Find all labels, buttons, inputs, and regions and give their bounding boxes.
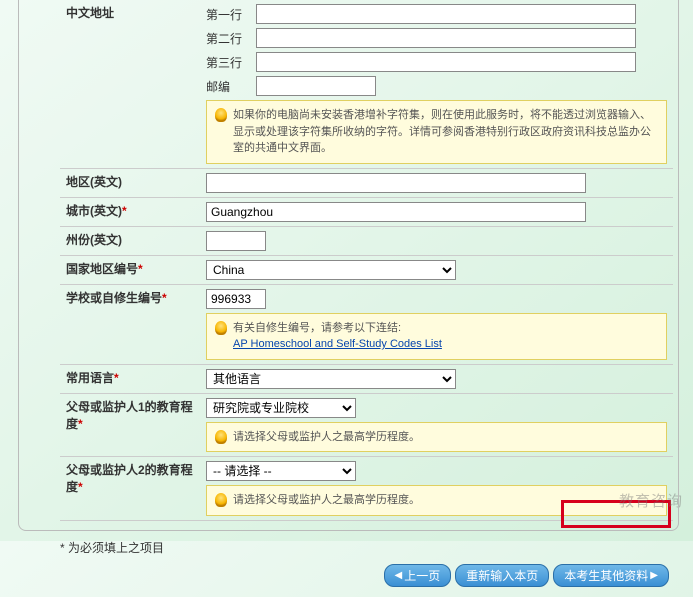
footer-note: * 为必须填上之项目	[0, 521, 693, 564]
sublabel-line1: 第一行	[206, 6, 256, 23]
lightbulb-icon	[215, 321, 227, 335]
notice-school-text: 有关自修生编号，请参考以下连结:	[233, 322, 401, 334]
input-cn-addr-line3[interactable]	[256, 52, 636, 72]
select-country[interactable]: China	[206, 260, 456, 280]
label-cn-addr: 中文地址	[60, 0, 200, 168]
prev-button[interactable]: ◀上一页	[384, 564, 452, 587]
notice-charset: 如果你的电脑尚未安装香港增补字符集，则在使用此服务时，将不能透过浏览器输入、显示…	[206, 100, 667, 164]
next-button[interactable]: 本考生其他资料▶	[553, 564, 669, 587]
select-lang[interactable]: 其他语言	[206, 369, 456, 389]
label-edu2: 父母或监护人2的教育程度*	[60, 457, 200, 520]
sublabel-line2: 第二行	[206, 30, 256, 47]
notice-edu1-text: 请选择父母或监护人之最高学历程度。	[233, 429, 420, 446]
notice-charset-text: 如果你的电脑尚未安装香港增补字符集，则在使用此服务时，将不能透过浏览器输入、显示…	[233, 107, 658, 157]
lightbulb-icon	[215, 493, 227, 507]
input-school[interactable]	[206, 289, 266, 309]
label-edu1: 父母或监护人1的教育程度*	[60, 394, 200, 457]
notice-edu2-text: 请选择父母或监护人之最高学历程度。	[233, 492, 420, 509]
watermark: 教育咨询	[619, 490, 683, 511]
notice-edu1: 请选择父母或监护人之最高学历程度。	[206, 422, 667, 453]
reset-button[interactable]: 重新输入本页	[455, 564, 549, 587]
select-edu2[interactable]: -- 请选择 --	[206, 461, 356, 481]
input-postal[interactable]	[256, 76, 376, 96]
input-city-en[interactable]	[206, 202, 586, 222]
sublabel-line3: 第三行	[206, 54, 256, 71]
input-cn-addr-line2[interactable]	[256, 28, 636, 48]
input-region-en[interactable]	[206, 173, 586, 193]
label-region-en: 地区(英文)	[60, 169, 200, 197]
sublabel-postal: 邮编	[206, 78, 256, 95]
link-ap-codes[interactable]: AP Homeschool and Self-Study Codes List	[233, 338, 442, 350]
input-cn-addr-line1[interactable]	[256, 4, 636, 24]
input-state-en[interactable]	[206, 231, 266, 251]
label-school: 学校或自修生编号*	[60, 285, 200, 364]
lightbulb-icon	[215, 430, 227, 444]
label-state-en: 州份(英文)	[60, 227, 200, 255]
label-lang: 常用语言*	[60, 365, 200, 393]
select-edu1[interactable]: 研究院或专业院校	[206, 398, 356, 418]
notice-edu2: 请选择父母或监护人之最高学历程度。	[206, 485, 667, 516]
label-country: 国家地区编号*	[60, 256, 200, 284]
notice-school: 有关自修生编号，请参考以下连结: AP Homeschool and Self-…	[206, 313, 667, 360]
lightbulb-icon	[215, 108, 227, 122]
button-bar: ◀上一页 重新输入本页 本考生其他资料▶	[0, 564, 693, 597]
label-city-en: 城市(英文)*	[60, 198, 200, 226]
